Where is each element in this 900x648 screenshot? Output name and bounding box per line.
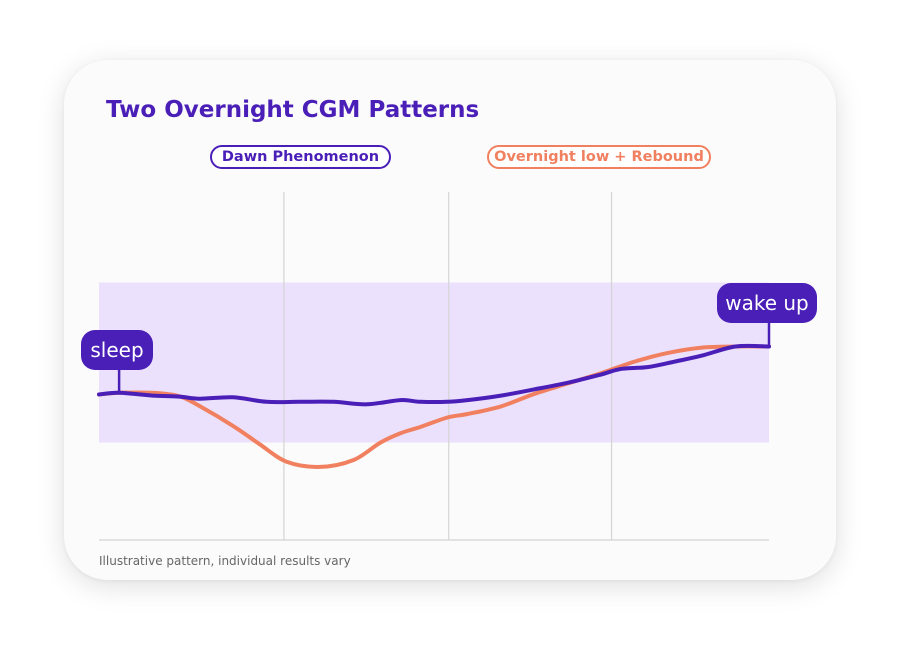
target-range-band [99,282,769,443]
sleep-marker-badge [81,330,153,370]
wake-up-marker-label: wake up [725,291,809,315]
legend-overnight-low-rebound: Overnight low + Rebound [487,145,711,169]
sleep-marker-label: sleep [90,338,143,362]
chart-title: Two Overnight CGM Patterns [106,97,480,123]
overnight-low-rebound-line [97,344,771,469]
legend-dawn-phenomenon: Dawn Phenomenon [210,145,391,169]
dawn-phenomenon-line [97,343,771,407]
chart-footnote: Illustrative pattern, individual results… [99,554,351,568]
wake-up-marker-badge [717,283,817,323]
